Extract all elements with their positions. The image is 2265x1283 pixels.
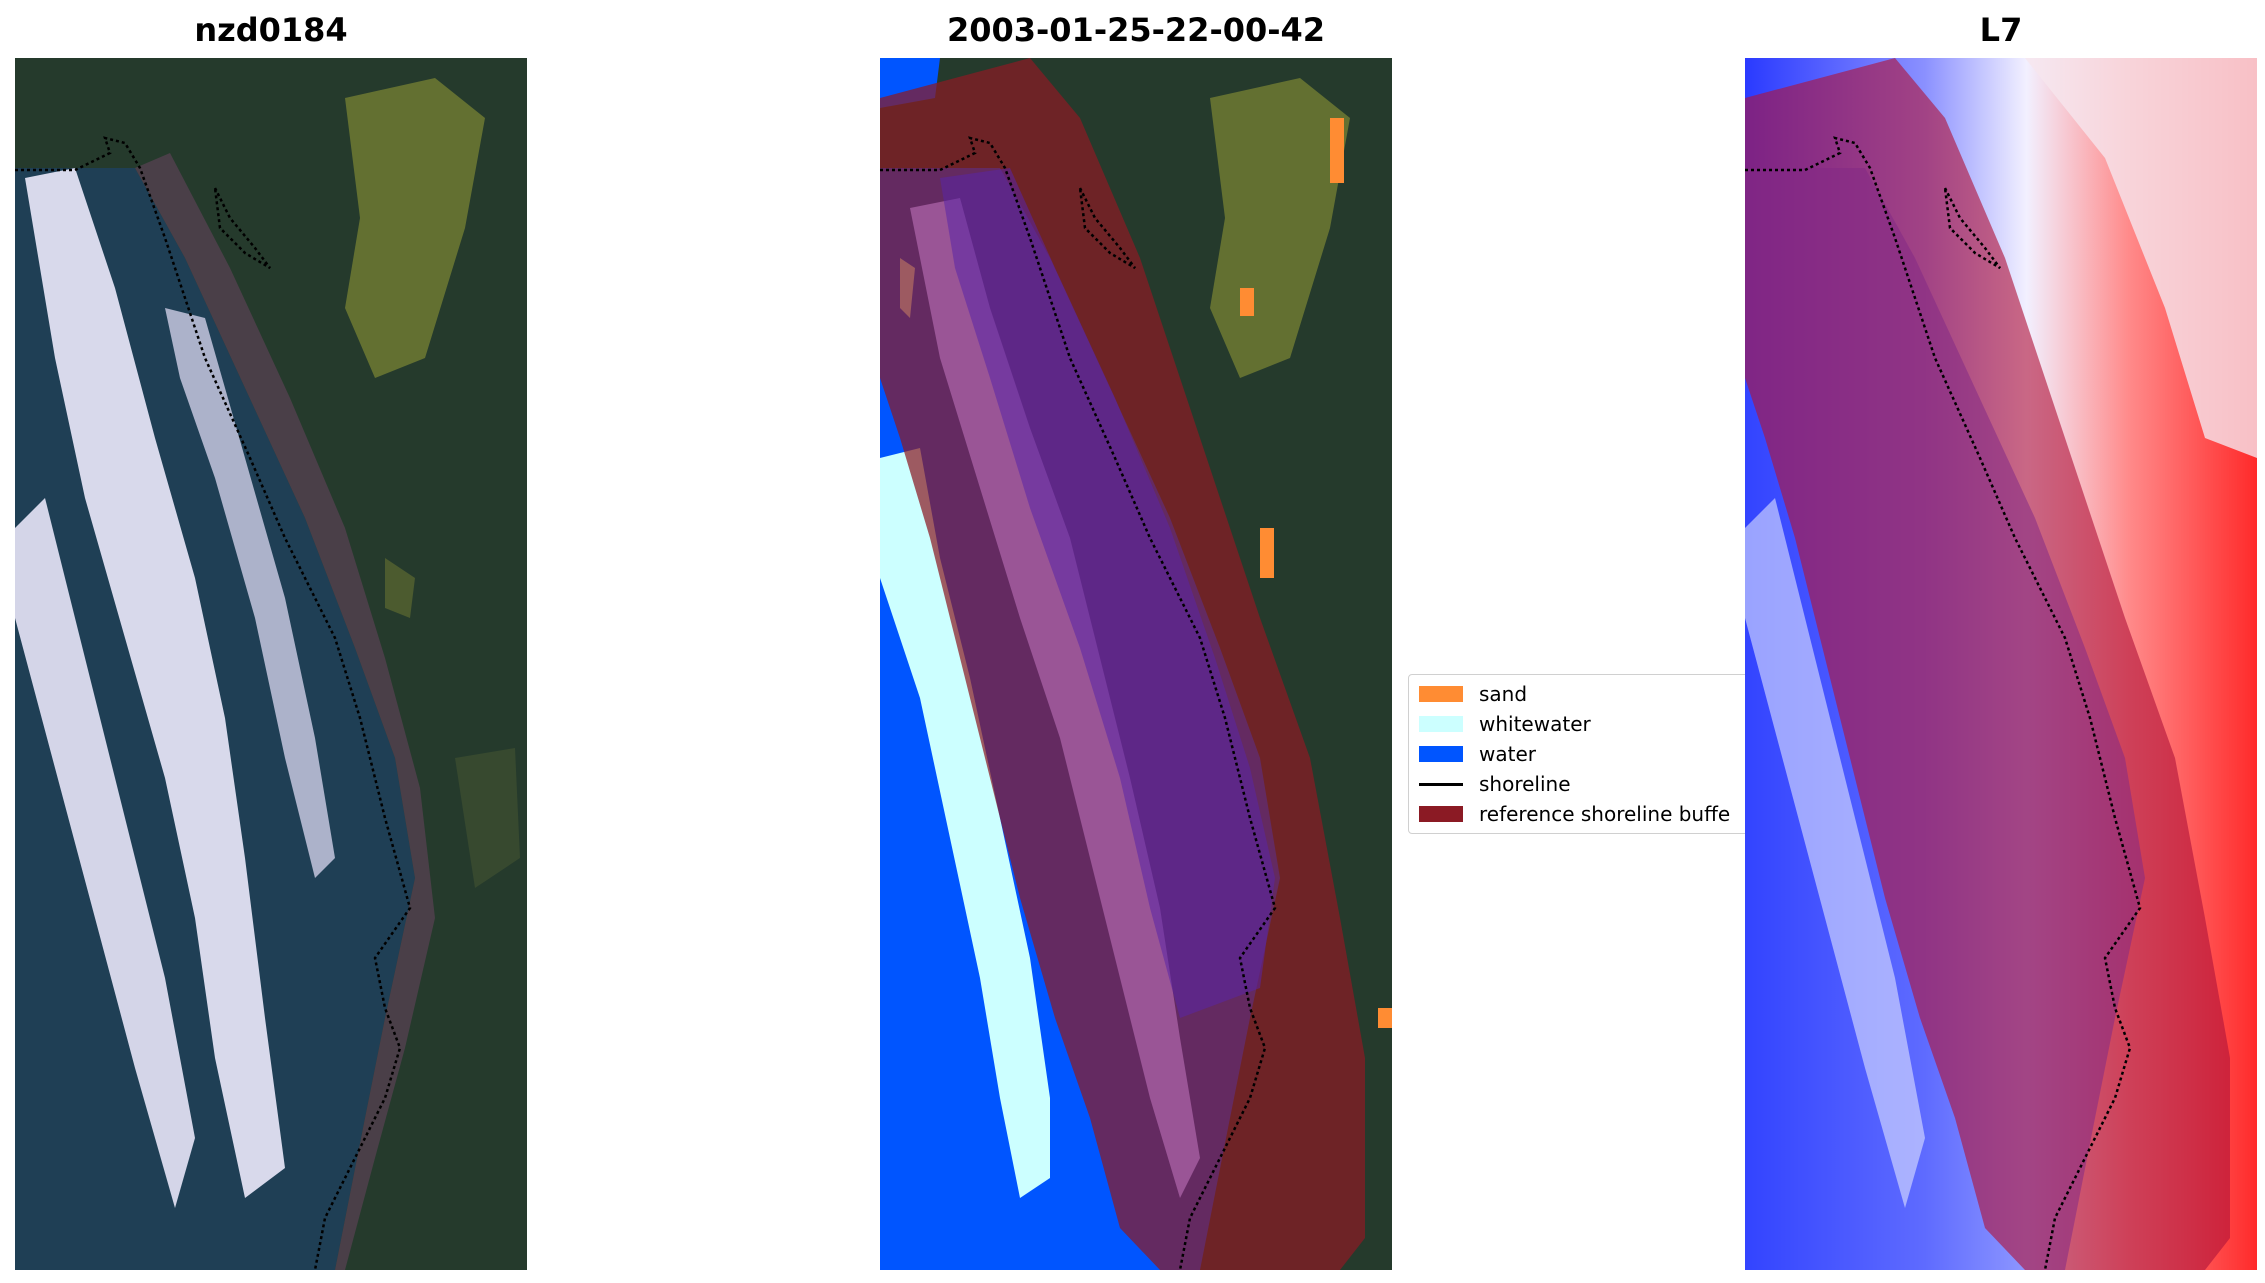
class-sand (1330, 118, 1344, 183)
class-sand (1378, 1008, 1392, 1028)
surf-band (15, 498, 195, 1208)
panel-title-rgb: nzd0184 (194, 11, 348, 49)
panel-title-classification: 2003-01-25-22-00-42 (946, 11, 1326, 49)
vegetation-patch (455, 748, 520, 888)
shoreline-dotted (1943, 187, 2001, 270)
legend-item-shoreline: shoreline (1419, 769, 1571, 799)
shoreline-dotted (1078, 187, 1136, 270)
index-image (1745, 58, 2257, 1270)
class-whitewater (880, 448, 1050, 1198)
surf-band (25, 168, 285, 1198)
legend-item-water: water (1419, 739, 1536, 769)
legend-label-sand: sand (1479, 682, 1528, 706)
classification-svg (880, 58, 1392, 1270)
legend-swatch-buffer (1419, 806, 1463, 822)
shoreline-dotted (15, 136, 412, 1270)
shoreline-dotted (880, 136, 1277, 1270)
legend-item-whitewater: whitewater (1419, 709, 1591, 739)
index-land-light (2025, 58, 2257, 458)
shoreline-dotted (213, 187, 271, 270)
legend-item-sand: sand (1419, 679, 1527, 709)
legend-line-shoreline (1419, 782, 1463, 786)
reference-shoreline-buffer (1745, 58, 2230, 1270)
class-sand (1240, 288, 1254, 316)
legend-item-buffer: reference shoreline buffe (1419, 799, 1730, 829)
rgb-satellite-image (15, 58, 527, 1270)
legend-label-whitewater: whitewater (1479, 712, 1591, 736)
legend-label-water: water (1479, 742, 1536, 766)
classification-image (880, 58, 1392, 1270)
index-surf (1745, 498, 1925, 1208)
buffer-whitewater (910, 198, 1200, 1198)
surf-band (165, 308, 335, 878)
legend-label-shoreline: shoreline (1479, 772, 1571, 796)
legend: sand whitewater water shoreline referenc… (1408, 674, 1768, 834)
legend-swatch-water (1419, 746, 1463, 762)
shoreline-dotted (1745, 136, 2142, 1270)
buffer-water (940, 168, 1275, 1018)
rgb-image-svg (15, 58, 527, 1270)
vegetation-patch (345, 78, 485, 378)
index-svg (1745, 58, 2257, 1270)
legend-label-buffer: reference shoreline buffe (1479, 802, 1731, 826)
class-sand (1260, 528, 1274, 578)
panel-title-index: L7 (1979, 11, 2023, 49)
legend-swatch-whitewater (1419, 716, 1463, 732)
vegetation-patch (385, 558, 415, 618)
legend-swatch-sand (1419, 686, 1463, 702)
